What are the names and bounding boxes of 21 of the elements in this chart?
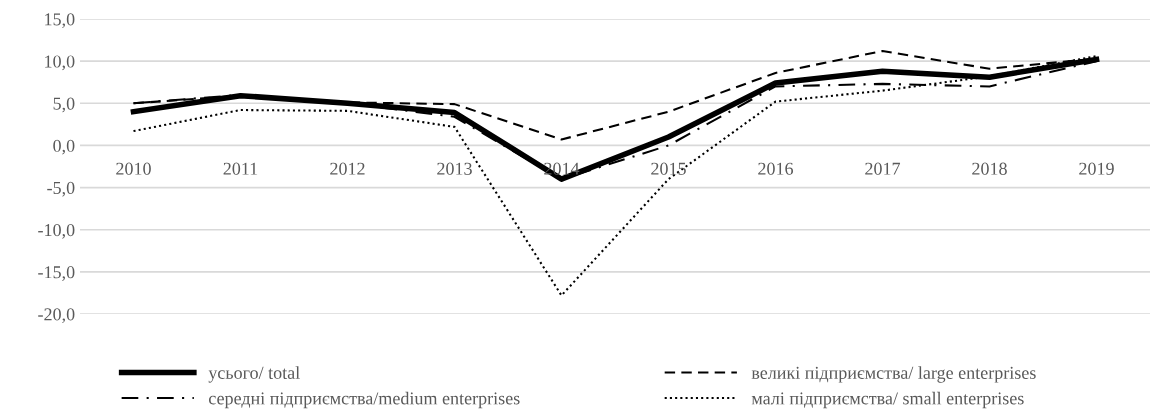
x-tick-label: 2018: [972, 162, 1007, 175]
legend-label: великі підприємства/ large enterprises: [751, 366, 1036, 383]
x-tick-label: 2013: [437, 162, 472, 175]
y-tick-label: -20,0: [38, 308, 75, 324]
y-tick-label: 0,0: [53, 139, 75, 155]
x-tick-label: 2019: [1079, 162, 1114, 175]
y-tick-label: -10,0: [38, 223, 75, 239]
legend-label: середні підприємства/medium enterprises: [208, 391, 520, 409]
y-tick-label: 5,0: [53, 97, 75, 113]
legend-label: усього/ total: [208, 366, 300, 383]
x-tick-label: 2015: [651, 162, 686, 175]
x-tick-label: 2012: [330, 162, 365, 175]
y-tick-label: -5,0: [47, 181, 75, 197]
y-tick-label: 15,0: [45, 13, 75, 29]
x-tick-label: 2011: [223, 162, 258, 175]
y-tick-label: 10,0: [45, 55, 75, 71]
x-tick-label: 2017: [865, 162, 901, 175]
legend-label: малі підприємства/ small enterprises: [751, 391, 1024, 409]
x-tick-label: 2016: [758, 162, 794, 175]
x-tick-label: 2010: [116, 162, 151, 175]
y-tick-label: -15,0: [38, 266, 75, 281]
